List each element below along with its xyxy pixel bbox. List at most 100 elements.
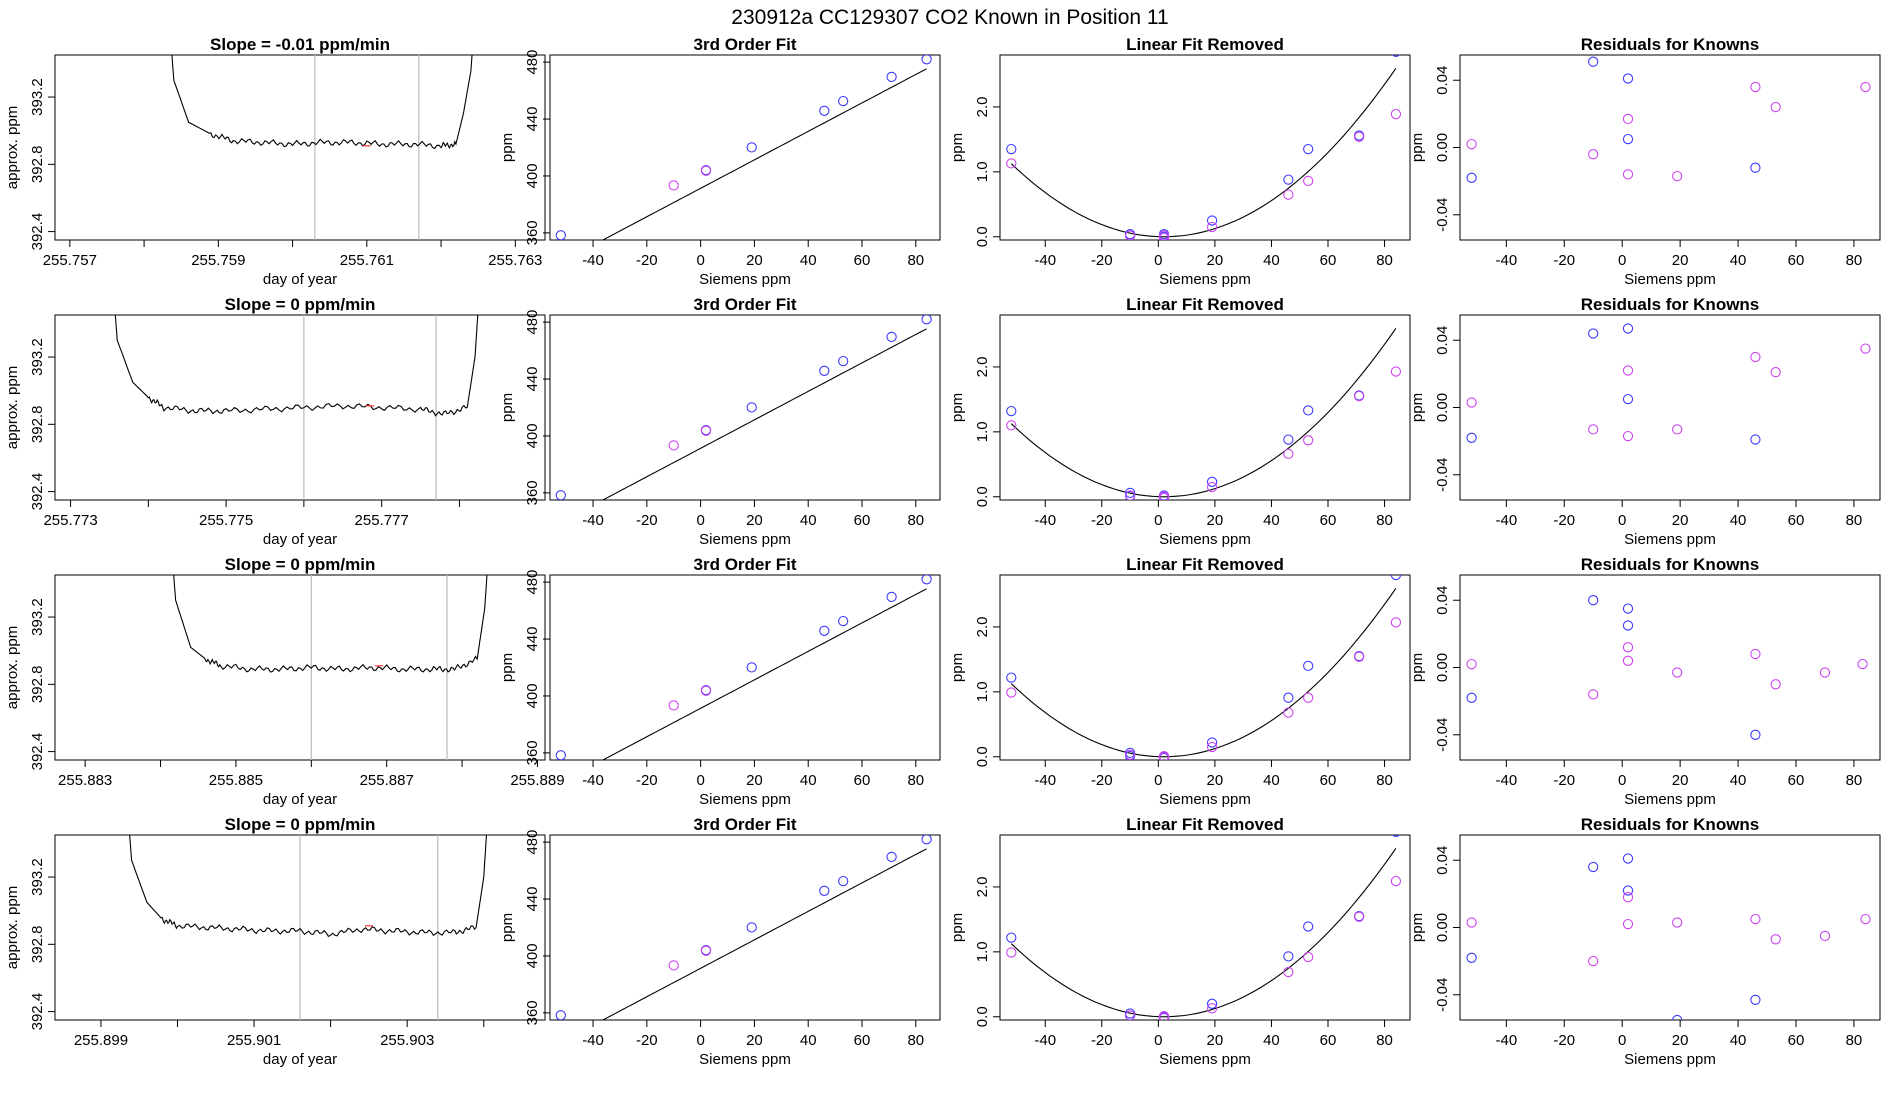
x-tick-label: 40: [1263, 512, 1280, 529]
y-axis-label: ppm: [1409, 913, 1426, 942]
data-point-known_b: [1006, 158, 1017, 169]
x-tick-label: 0: [1618, 772, 1626, 789]
panel-title: Residuals for Knowns: [1581, 555, 1760, 574]
x-tick-label: 255.773: [43, 512, 97, 529]
y-tick-label: 0.0: [974, 226, 991, 247]
concentration-trace: [129, 835, 488, 938]
data-point-known_b: [1124, 749, 1136, 760]
y-tick-label: 393.2: [29, 858, 46, 896]
data-point-known_a: [1466, 172, 1477, 183]
x-tick-label: -20: [1553, 512, 1575, 529]
x-tick-label: 60: [854, 252, 871, 269]
data-point-known_a: [1466, 432, 1477, 443]
y-tick-label: 393.2: [29, 338, 46, 376]
x-tick-label: 20: [1207, 1032, 1224, 1049]
data-point-known_a: [1391, 55, 1400, 57]
y-axis-label: ppm: [499, 653, 516, 682]
data-point-known_a: [1588, 861, 1599, 873]
data-point-known_b: [1750, 351, 1761, 363]
y-tick-label: 360: [524, 740, 541, 765]
x-tick-label: -40: [1034, 252, 1056, 269]
plot-frame: [549, 834, 941, 1021]
y-tick-label: 1.0: [974, 421, 991, 442]
x-tick-label: 20: [1672, 772, 1689, 789]
data-point-known_b: [1588, 424, 1599, 435]
x-tick-label: 60: [1320, 772, 1337, 789]
data-point-known_a: [1283, 951, 1294, 962]
x-tick-label: 0: [1154, 772, 1162, 789]
data-point-known_a: [1283, 434, 1294, 445]
x-axis-label: Siemens ppm: [699, 271, 791, 288]
x-tick-label: -20: [1553, 252, 1575, 269]
y-axis-label: ppm: [499, 393, 516, 422]
data-point-known_b: [1770, 101, 1781, 113]
plot-frame: [1459, 834, 1881, 1021]
data-point-known_b: [1283, 189, 1294, 200]
data-point-known_b: [700, 945, 712, 956]
data-point-known_a: [1391, 304, 1400, 313]
data-point-known_a: [1124, 487, 1136, 499]
data-point-known_a: [819, 625, 830, 636]
data-point-known_b: [1283, 966, 1294, 978]
data-point-known_b: [1672, 170, 1683, 182]
panel-time_trace-r4: Slope = 0 ppm/min 255.899 255.901 255.903 da…: [4, 815, 546, 1068]
x-tick-label: 0: [1154, 512, 1162, 529]
fit-curve: [601, 588, 927, 760]
data-point-known_b: [1622, 113, 1634, 125]
concentration-trace: [114, 315, 479, 417]
y-axis-label: ppm: [949, 133, 966, 162]
y-axis-label: ppm: [1409, 393, 1426, 422]
y-tick-label: 480: [524, 310, 541, 335]
x-tick-label: 255.763: [488, 252, 542, 269]
data-point-known_a: [746, 142, 757, 153]
data-point-known_b: [1860, 913, 1871, 925]
panel-title: 3rd Order Fit: [694, 815, 797, 834]
data-point-known_a: [1006, 143, 1017, 155]
panel-grid: Slope = -0.01 ppm/min 255.757 255.759 255.7…: [4, 35, 1881, 1068]
y-tick-label: 392.4: [29, 473, 46, 511]
data-point-known_b: [1466, 138, 1477, 150]
data-point-known_b: [1860, 343, 1871, 354]
plot-frame: [549, 574, 941, 761]
x-tick-label: 20: [1207, 252, 1224, 269]
data-point-known_b: [1006, 687, 1017, 698]
data-point-known_a: [819, 365, 830, 376]
panel-residuals-r4: Residuals for Knowns -40 -20 0 20 40 60 80 Sieme…: [1409, 815, 1881, 1068]
x-tick-label: -40: [1496, 772, 1518, 789]
data-point-known_b: [1158, 1012, 1170, 1020]
data-point-known_b: [668, 700, 679, 711]
data-point-known_b: [1622, 430, 1634, 442]
data-point-known_b: [1303, 175, 1314, 187]
x-axis-label: Siemens ppm: [1624, 791, 1716, 808]
x-tick-label: 80: [1376, 252, 1393, 269]
panel-title: Residuals for Knowns: [1581, 815, 1760, 834]
x-tick-label: 20: [1672, 512, 1689, 529]
y-tick-label: 0.0: [974, 1006, 991, 1027]
x-tick-label: 60: [854, 512, 871, 529]
x-tick-label: -40: [582, 252, 604, 269]
data-point-known_a: [1391, 835, 1400, 837]
x-tick-label: 60: [854, 1032, 871, 1049]
data-point-known_a: [1750, 162, 1761, 173]
x-tick-label: 0: [696, 252, 704, 269]
panel-linear_removed-r2: Linear Fit Removed -40 -20 0 20 40 60 80 Siemens…: [949, 295, 1411, 548]
x-tick-label: 20: [746, 252, 763, 269]
data-point-known_a: [1303, 660, 1314, 672]
data-point-known_a: [1206, 476, 1218, 487]
x-axis-label: Siemens ppm: [1624, 1051, 1716, 1068]
data-point-known_b: [1622, 918, 1634, 930]
data-point-known_b: [1390, 366, 1402, 377]
data-point-known_b: [1750, 81, 1761, 93]
data-point-known_a: [1283, 692, 1294, 703]
data-point-known_b: [668, 440, 679, 451]
x-tick-label: 255.775: [199, 512, 253, 529]
data-point-known_b: [1622, 892, 1634, 903]
plot-frame: [999, 54, 1411, 241]
data-point-known_a: [886, 331, 897, 343]
data-point-known_a: [1622, 885, 1634, 896]
x-axis-label: Siemens ppm: [699, 1051, 791, 1068]
panel-linear_removed-r4: Linear Fit Removed -40 -20 0 20 40 60 80 Siemens…: [949, 815, 1411, 1068]
data-point-known_a: [921, 315, 932, 325]
x-tick-label: -20: [636, 1032, 658, 1049]
x-axis-label: day of year: [263, 531, 337, 548]
